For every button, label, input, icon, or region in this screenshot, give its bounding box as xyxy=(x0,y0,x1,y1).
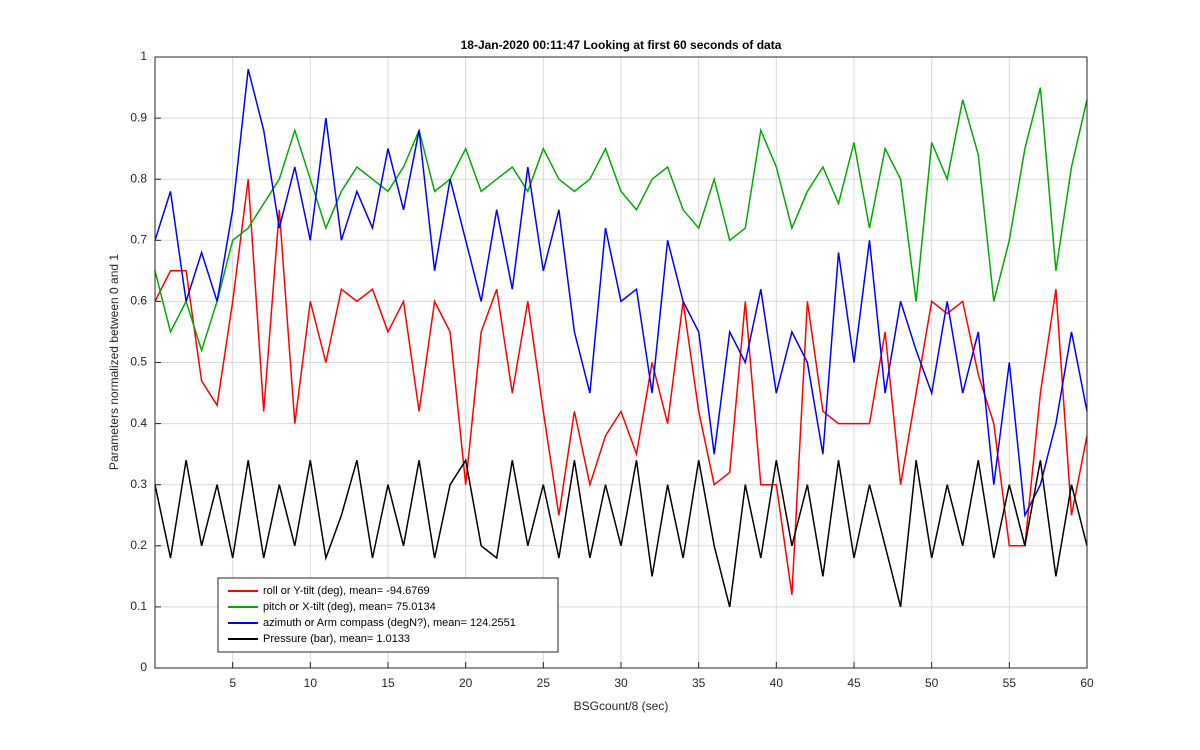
y-tick-label: 0.1 xyxy=(130,599,147,613)
legend-label: Pressure (bar), mean= 1.0133 xyxy=(263,633,410,645)
y-tick-label: 0.3 xyxy=(130,477,147,491)
y-axis-label: Parameters normalized between 0 and 1 xyxy=(107,254,121,470)
legend-box xyxy=(217,577,559,653)
x-tick-label: 10 xyxy=(304,676,318,690)
y-tick-label: 1 xyxy=(140,49,147,63)
data-line xyxy=(154,69,1088,518)
legend-label: pitch or X-tilt (deg), mean= 75.0134 xyxy=(263,601,436,613)
y-tick-label: 0.7 xyxy=(130,232,147,246)
x-tick-label: 20 xyxy=(459,676,473,690)
chart-title: 18-Jan-2020 00:11:47 Looking at first 60… xyxy=(461,38,782,52)
x-tick-label: 30 xyxy=(614,676,628,690)
data-line xyxy=(154,458,1088,608)
y-tick-label: 0 xyxy=(140,660,147,674)
y-tick-label: 0.2 xyxy=(130,538,147,552)
legend-label: roll or Y-tilt (deg), mean= -94.6769 xyxy=(263,585,430,597)
y-tick-label: 0.9 xyxy=(130,110,147,124)
x-axis-label: BSGcount/8 (sec) xyxy=(574,699,669,713)
x-tick-label: 15 xyxy=(381,676,395,690)
data-line xyxy=(154,179,1088,595)
x-tick-label: 50 xyxy=(925,676,939,690)
x-tick-label: 55 xyxy=(1003,676,1017,690)
y-tick-label: 0.5 xyxy=(130,355,147,369)
x-tick-label: 40 xyxy=(770,676,784,690)
y-tick-label: 0.6 xyxy=(130,294,147,308)
legend-label: azimuth or Arm compass (degN?), mean= 12… xyxy=(263,617,516,629)
axes-box xyxy=(154,56,1088,669)
data-line xyxy=(154,87,1088,353)
x-tick-label: 60 xyxy=(1080,676,1094,690)
y-tick-label: 0.4 xyxy=(130,416,147,430)
x-tick-label: 25 xyxy=(537,676,551,690)
x-tick-label: 35 xyxy=(692,676,706,690)
x-tick-label: 45 xyxy=(847,676,861,690)
x-tick-label: 5 xyxy=(229,676,236,690)
y-tick-label: 0.8 xyxy=(130,171,147,185)
